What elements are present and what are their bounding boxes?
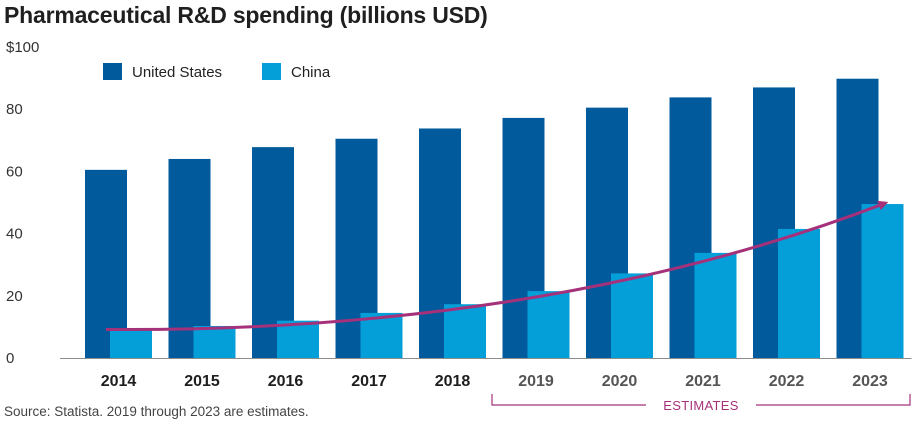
x-tick-label-2018: 2018	[435, 373, 471, 390]
x-axis: 2014 2015 2016 2017 2018 2019 2020 2021 2022 2023	[101, 373, 888, 390]
bar-group	[85, 78, 904, 359]
bar-china-2017	[360, 312, 403, 358]
y-tick-label: 20	[6, 288, 23, 305]
estimates-label: ESTIMATES	[663, 398, 738, 413]
legend: United States China	[103, 63, 331, 81]
x-tick-label-2021: 2021	[685, 373, 721, 390]
x-tick-label-2014: 2014	[101, 373, 137, 390]
y-tick-label: 60	[6, 163, 23, 180]
chart-title: Pharmaceutical R&D spending (billions US…	[4, 2, 488, 28]
estimates-bracket: ESTIMATES	[491, 394, 911, 413]
bar-china-2016	[277, 320, 319, 358]
bar-china-2020	[611, 273, 653, 358]
legend-label-0: United States	[132, 64, 222, 81]
y-tick-label: 40	[6, 226, 23, 243]
bar-china-2019	[527, 291, 570, 358]
bar-china-2014	[110, 328, 152, 358]
bar-china-2022	[778, 228, 820, 358]
legend-swatch-1	[262, 63, 281, 80]
x-tick-label-2019: 2019	[518, 373, 554, 390]
bar-china-2021	[694, 252, 737, 358]
x-tick-label-2015: 2015	[184, 373, 220, 390]
y-tick-label: 80	[6, 101, 23, 118]
y-tick-label: 0	[6, 350, 14, 367]
legend-swatch-0	[103, 63, 122, 80]
trend-arrow	[105, 200, 889, 332]
legend-label-1: China	[291, 64, 331, 81]
source-note: Source: Statista. 2019 through 2023 are …	[4, 404, 309, 419]
x-tick-label-2016: 2016	[268, 373, 304, 390]
estimates-bracket-right	[756, 394, 911, 406]
estimates-bracket-left	[491, 394, 646, 406]
y-tick-label: $100	[6, 39, 39, 56]
bar-united-states-2015	[168, 158, 211, 358]
bar-united-states-2014	[85, 169, 127, 358]
x-tick-label-2023: 2023	[852, 373, 888, 390]
y-axis: $100 80 60 40 20 0	[6, 39, 39, 367]
x-tick-label-2022: 2022	[769, 373, 805, 390]
x-tick-label-2020: 2020	[602, 373, 638, 390]
bar-china-2015	[193, 325, 236, 358]
bar-china-2023	[861, 204, 904, 358]
bar-china-2018	[444, 304, 486, 358]
x-tick-label-2017: 2017	[351, 373, 387, 390]
